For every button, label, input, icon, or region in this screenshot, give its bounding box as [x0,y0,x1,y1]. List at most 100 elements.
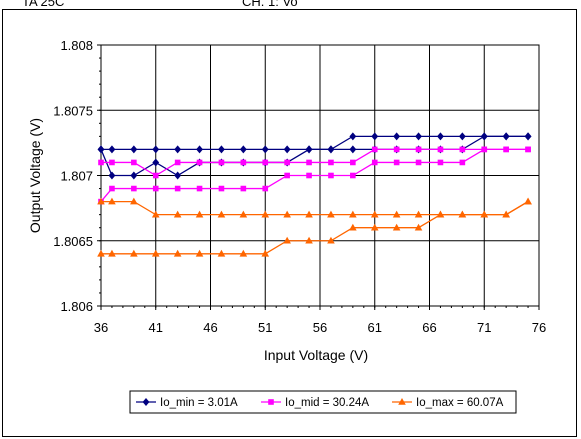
legend-entry: Io_max = 60.07A [392,397,504,409]
y-tick-label: 1.807 [60,169,93,184]
header-right-text: CH. 1: Vo [242,0,298,9]
data-point [503,146,509,153]
data-point [459,146,466,153]
data-point [350,159,356,166]
data-point [458,210,467,218]
x-axis-label: Input Voltage (V) [264,347,368,363]
data-point [415,146,422,153]
data-point [174,171,182,180]
data-point [261,210,270,218]
series-4 [98,146,531,205]
data-point [350,172,356,179]
data-point [284,172,290,179]
data-point [152,172,159,179]
x-tick-label: 51 [258,320,272,335]
data-point [97,197,105,205]
chart-frame [2,9,577,437]
header-left-text: TA 25C [22,0,65,9]
x-tick-label: 36 [94,320,108,335]
data-point [131,159,137,166]
data-point [415,159,422,166]
data-point [458,132,466,141]
data-point [480,210,489,218]
data-point [305,210,313,218]
data-point [174,159,181,166]
data-point [130,249,138,257]
data-point [218,159,225,166]
data-point [414,210,423,218]
data-point [283,145,291,154]
data-point [217,249,226,257]
data-point [108,145,116,154]
data-point [481,146,488,153]
data-point [437,159,444,166]
data-point [306,159,312,166]
legend-entry: Io_mid = 30.24A [261,397,369,409]
data-point [392,210,401,218]
data-point [261,249,270,257]
x-tick-label: 66 [422,320,436,335]
data-point [240,159,247,166]
data-point [393,159,400,166]
data-point [261,145,269,154]
data-point [262,159,269,166]
data-point [415,132,422,141]
y-axis-label: Output Voltage (V) [27,118,43,233]
legend-marker [398,398,406,405]
data-point [370,210,379,218]
data-point [173,210,182,218]
x-tick-label: 56 [313,320,327,335]
series-line [101,201,529,255]
data-point [284,159,290,166]
data-point [239,145,247,154]
data-point [174,185,181,192]
legend-marker [268,399,274,405]
data-point [370,223,379,231]
data-point [109,185,115,192]
legend-label: Io_mid = 30.24A [285,397,369,409]
data-point [152,145,160,154]
series-1 [97,132,532,180]
data-point [131,185,137,192]
legend-label: Io_min = 3.01A [160,397,238,409]
x-tick-label: 71 [477,320,491,335]
data-point [393,146,400,153]
data-point [97,249,105,257]
data-point [393,132,401,141]
data-point [240,185,247,192]
data-point [195,249,204,257]
data-point [152,158,160,167]
data-point [371,146,378,153]
data-point [327,210,335,218]
data-point [524,197,532,205]
data-point [239,210,248,218]
data-point [305,236,313,244]
data-point [502,210,510,218]
data-point [218,185,225,192]
data-point [371,132,379,141]
data-point [108,249,116,257]
data-point [306,172,312,179]
x-tick-label: 41 [149,320,163,335]
data-point [174,145,182,154]
data-point [97,145,105,154]
y-tick-label: 1.808 [60,38,93,53]
legend-marker [142,398,150,406]
data-point [262,185,269,192]
data-point [328,159,334,166]
data-point [196,185,203,192]
series-2 [97,132,532,154]
data-point [525,146,531,153]
data-point [173,249,182,257]
data-point [524,132,532,141]
data-point [195,210,204,218]
data-point [151,249,160,257]
data-point [459,159,466,166]
data-point [437,132,444,141]
y-tick-label: 1.8075 [53,103,93,118]
legend-label: Io_max = 60.07A [416,397,504,409]
data-point [437,146,444,153]
data-point [152,185,159,192]
legend [129,390,517,414]
